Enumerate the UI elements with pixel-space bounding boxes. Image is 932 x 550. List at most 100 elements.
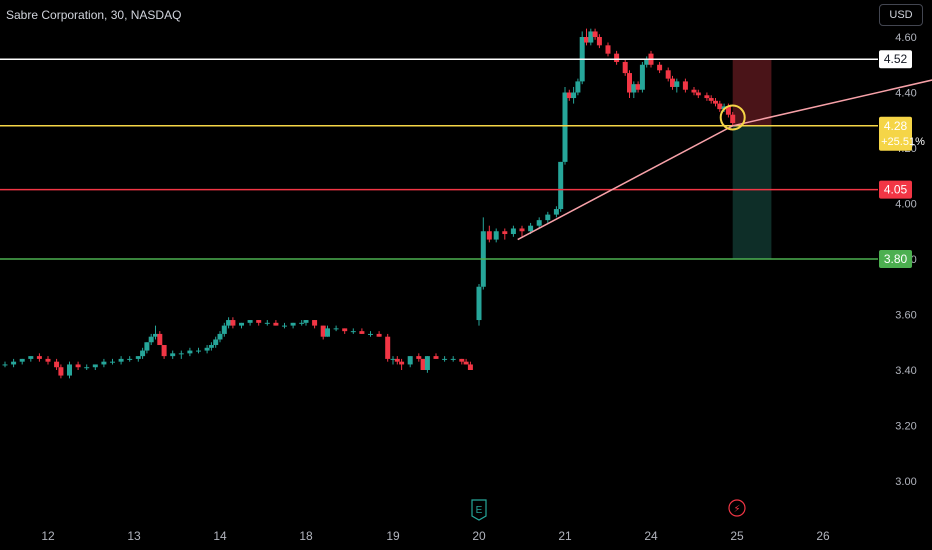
candle-body (725, 106, 731, 115)
candle-body (282, 325, 287, 327)
candle-body (312, 320, 318, 326)
candle-body (708, 98, 714, 101)
candle-body (67, 364, 72, 376)
candle-body (221, 325, 227, 334)
time-axis[interactable]: 12 13 14 18 19 20 21 24 25 26 (41, 529, 830, 543)
candle-body (639, 64, 645, 90)
candle-body (92, 364, 98, 368)
candle-body (536, 220, 542, 226)
descending-resistance-line (732, 79, 932, 127)
candle-body (290, 322, 296, 326)
time-tick-label: 20 (472, 529, 486, 543)
candlestick-series (2, 28, 911, 379)
candle-body (273, 322, 279, 326)
candle-body (299, 322, 305, 324)
candle-body (170, 353, 176, 357)
candle-body (502, 231, 508, 235)
time-tick-label: 21 (558, 529, 572, 543)
candle-body (553, 209, 559, 215)
candle-body (58, 367, 64, 376)
candle-body (350, 331, 356, 333)
earnings-marker-shape (471, 499, 487, 521)
candle-body (161, 345, 167, 357)
time-tick-label: 14 (213, 529, 227, 543)
candle-body (226, 320, 232, 326)
candle-body (333, 328, 339, 330)
candle-body (135, 356, 141, 359)
candle-body (730, 114, 736, 124)
candle-body (320, 325, 326, 337)
candle-body (631, 84, 637, 93)
candle-body (247, 320, 253, 323)
candle-body (596, 37, 602, 46)
candle-body (571, 92, 577, 99)
candle-body (148, 336, 154, 343)
candle-body (213, 339, 219, 346)
candle-body (390, 358, 396, 360)
position-zones (732, 59, 772, 259)
target-label-box (879, 250, 912, 268)
candle-body (11, 361, 17, 365)
candle-body (239, 322, 244, 326)
candle-body (101, 361, 107, 365)
candle-body (385, 336, 391, 359)
candle-body (118, 358, 124, 362)
candle-body (635, 84, 641, 90)
candle-body (256, 320, 262, 323)
candle-body (588, 31, 594, 43)
candle-body (459, 358, 465, 362)
candle-body (665, 70, 671, 79)
candle-body (493, 231, 499, 240)
candle-body (84, 367, 90, 369)
candle-body (110, 361, 115, 363)
time-tick-label: 18 (299, 529, 313, 543)
candle-body (28, 356, 34, 359)
candle-body (399, 361, 405, 365)
price-tick-label: 3.20 (895, 421, 916, 433)
earnings-icon[interactable]: E (471, 499, 487, 521)
candle-body (433, 356, 439, 359)
candle-body (674, 81, 680, 87)
candle-body (45, 358, 51, 362)
candle-body (486, 231, 492, 240)
resistance-label-box (879, 50, 912, 69)
entry-label-box (879, 116, 912, 151)
candle-body (368, 333, 373, 335)
highlight-circle (719, 104, 746, 131)
time-tick-label: 26 (816, 529, 830, 543)
candle-body (54, 361, 60, 368)
candle-body (424, 356, 430, 370)
take-profit-zone (732, 125, 772, 259)
candle-body (359, 331, 365, 334)
candle-body (713, 100, 718, 104)
candle-body (450, 358, 456, 360)
candle-body (178, 353, 184, 355)
time-tick-label: 19 (386, 529, 400, 543)
price-tick-label: 3.60 (895, 310, 916, 322)
time-tick-label: 24 (644, 529, 658, 543)
candle-body (75, 364, 81, 368)
price-tick-label: 4.00 (895, 199, 916, 211)
currency-button[interactable]: USD (879, 4, 923, 26)
target-price-label: 3.80 (884, 252, 908, 266)
trendlines (517, 79, 932, 241)
price-tick-label: 4.40 (895, 88, 916, 100)
candle-body (442, 358, 448, 360)
candle-body (695, 92, 701, 96)
candle-body (717, 103, 723, 110)
candle-body (605, 45, 611, 54)
price-tick-label: 4.60 (895, 32, 916, 44)
dividend-marker-shape (728, 499, 746, 517)
ascending-support-line (517, 125, 734, 241)
time-tick-label: 25 (730, 529, 744, 543)
chart-title: Sabre Corporation, 30, NASDAQ (6, 8, 182, 22)
candle-body (144, 342, 150, 351)
dividend-flash-icon[interactable]: ⚡ (728, 499, 746, 517)
candle-body (528, 225, 534, 232)
candle-body (230, 320, 236, 326)
candle-body (325, 328, 330, 337)
entry-change-label: +25.51% (881, 136, 925, 148)
candle-body (140, 350, 146, 357)
candle-body (204, 347, 210, 351)
